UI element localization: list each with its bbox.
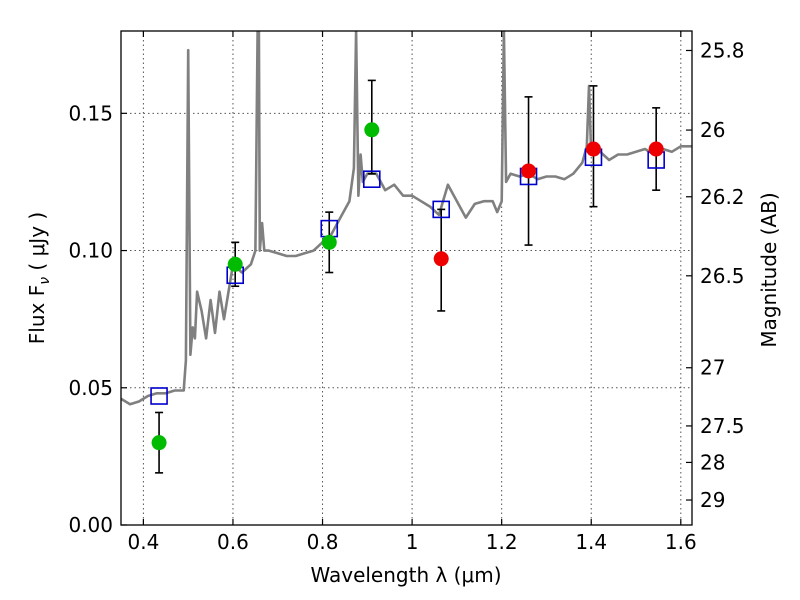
y2-tick-label: 26: [700, 118, 725, 142]
y-tick-label: 0.15: [68, 101, 113, 125]
x-tick-label: 1.2: [486, 530, 518, 554]
x-tick-label: 1.4: [575, 530, 607, 554]
y-tick-label: 0.05: [68, 376, 113, 400]
observed_nir-point: [521, 163, 537, 179]
observed_optical-point: [227, 256, 243, 272]
plot-frame: [120, 30, 693, 526]
x-tick-label: 1: [406, 530, 419, 554]
y-tick-label: 0.10: [68, 239, 113, 263]
observed_optical-point: [364, 122, 380, 138]
model-spectrum-line: [121, 31, 692, 406]
y-tick-label: 0.00: [68, 513, 113, 537]
x-tick-label: 1.6: [665, 530, 697, 554]
x-axis-label: Wavelength λ (μm): [310, 563, 501, 587]
x-tick-label: 0.4: [127, 530, 159, 554]
y2-tick-label: 29: [700, 488, 725, 512]
grid: [121, 31, 692, 526]
observed_nir-point: [585, 141, 601, 157]
model-spectrum: [121, 31, 692, 406]
y2-axis-label: Magnitude (AB): [757, 192, 781, 347]
observed-photometry-markers: [151, 122, 664, 451]
observed_nir-point: [648, 141, 664, 157]
x-tick-label: 0.8: [307, 530, 339, 554]
y-axis-label: Flux Fν ( μJy ): [25, 212, 53, 344]
y-axis-label-unit: ( μJy ): [25, 212, 49, 277]
model-photometry-square: [150, 387, 168, 405]
observed_optical-point: [151, 435, 167, 451]
model-photometry-square: [362, 170, 381, 188]
model-photometry-markers: [150, 148, 665, 405]
y2-tick-label: 27: [700, 356, 725, 380]
observed_nir-point: [433, 251, 449, 267]
model-photometry-square: [432, 200, 451, 219]
y2-tick-label: 26.5: [700, 264, 745, 288]
observed_optical-point: [321, 234, 337, 250]
y2-tick-label: 28: [700, 450, 725, 474]
tick-labels: 0.4 0.6 0.8 1 1.2 1.4 1.6 0.00 0.05 0.10 0.15 25.8 2…: [68, 38, 744, 554]
axis-ticks: [121, 31, 692, 526]
y-axis-label-main: Flux F: [25, 285, 49, 344]
y2-tick-label: 26.2: [700, 185, 745, 209]
x-tick-label: 0.6: [217, 530, 249, 554]
y-axis-label-subscript: ν: [37, 277, 53, 285]
y2-tick-label: 27.5: [700, 414, 745, 438]
y2-tick-label: 25.8: [700, 38, 745, 62]
